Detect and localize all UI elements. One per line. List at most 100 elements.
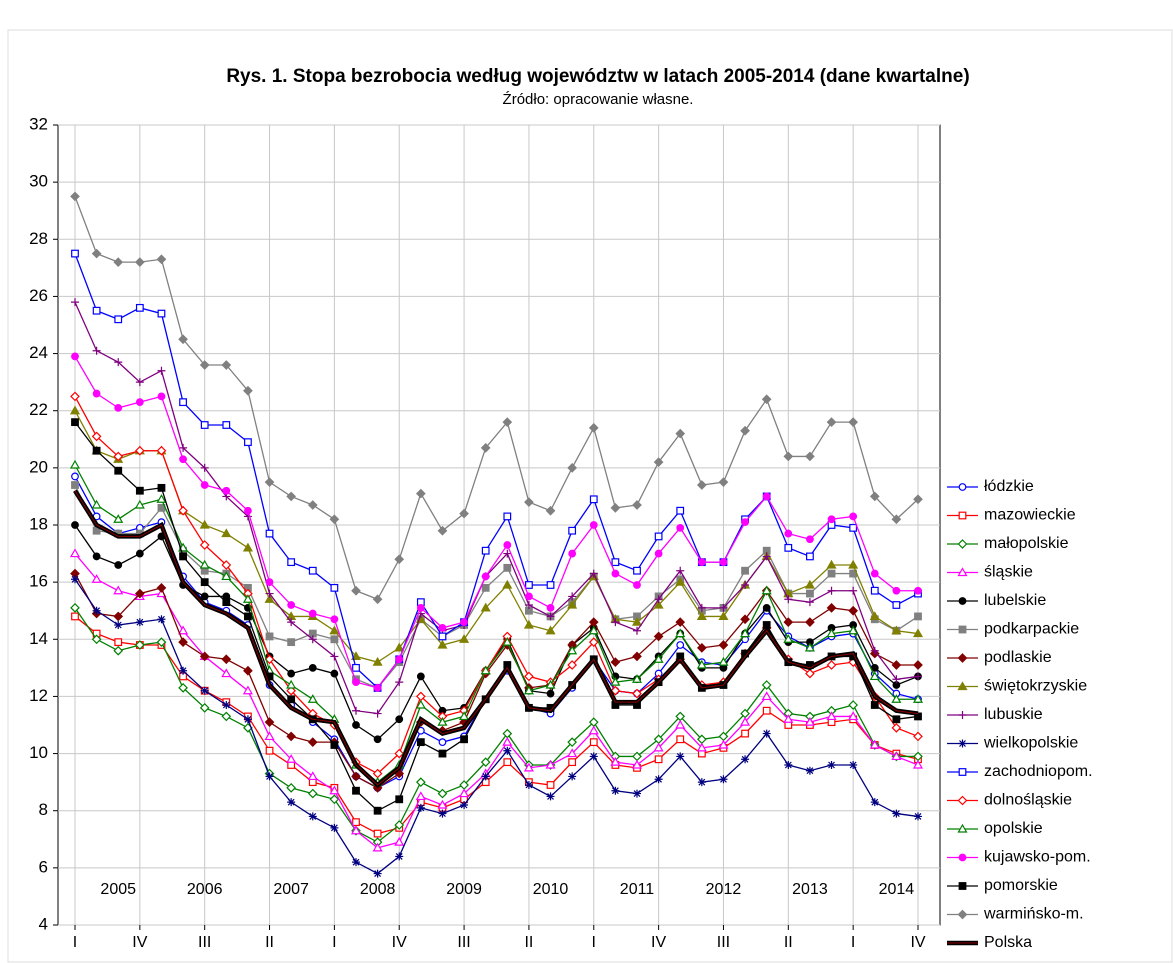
marker [696,480,707,490]
marker [415,777,426,787]
x-tick-label: IV [392,934,407,951]
marker [438,749,447,758]
marker [914,672,922,681]
legend-label: lubelskie [984,592,1046,609]
marker [870,586,879,595]
marker [567,645,578,655]
x-tick-label: II [524,934,533,951]
marker [525,581,533,589]
marker [395,852,404,861]
marker [394,748,405,759]
marker [957,539,968,549]
marker [697,558,706,567]
marker [330,635,339,644]
line [74,578,919,875]
x-tick-label: I [73,934,77,951]
marker [891,514,902,525]
marker [352,818,360,827]
marker [719,603,728,612]
marker [114,466,123,475]
marker [157,483,166,492]
series [71,249,922,692]
marker [957,567,968,577]
legend-label: dolnośląskie [984,792,1072,809]
legend-item: śląskie [947,564,1033,581]
marker [762,729,771,738]
legend-item: wielkopolskie [947,735,1078,752]
marker [437,788,448,799]
marker [675,628,686,638]
marker [958,625,967,634]
marker [675,576,686,586]
marker [761,691,772,701]
marker [134,640,145,650]
marker [718,739,729,749]
marker [567,748,578,758]
legend-item: łódzkie [947,478,1034,495]
marker [740,425,750,436]
marker [265,746,274,755]
marker [568,526,577,535]
marker [958,853,967,862]
marker [134,499,145,509]
year-label: 2006 [187,881,223,898]
marker [244,438,252,447]
marker [805,451,815,462]
marker [805,668,815,679]
marker [221,528,232,538]
marker [827,515,836,524]
marker [373,709,382,718]
marker [264,731,275,741]
marker [351,585,361,596]
marker [92,389,101,398]
marker [352,858,360,867]
y-tick-label: 18 [29,514,48,533]
marker [113,611,124,622]
chart-subtitle: Źródło: opracowanie własne. [503,91,694,108]
marker [71,418,79,427]
marker [200,463,209,472]
x-tick-label: I [851,934,855,951]
marker [567,660,578,670]
marker [891,625,902,635]
marker [114,621,123,629]
marker [330,823,339,832]
x-tick-label: I [332,934,336,951]
marker [71,612,79,621]
marker [848,605,859,616]
marker [697,778,706,787]
marker [914,586,922,595]
marker [330,615,339,624]
series [69,459,924,786]
marker [264,594,275,603]
marker [352,786,360,795]
marker [264,477,275,487]
marker [523,762,534,772]
marker [524,671,534,682]
marker [741,566,749,575]
marker [741,518,749,527]
y-tick-label: 22 [29,400,48,419]
y-tick-label: 30 [29,172,48,191]
marker [826,559,837,569]
marker [481,772,490,781]
marker [179,666,188,675]
series [71,612,922,838]
legend-item: kujawsko-pom. [947,849,1091,866]
marker [804,642,815,652]
marker [676,566,685,575]
marker [243,385,253,396]
marker [545,505,556,516]
marker [329,514,340,525]
line [74,196,919,601]
marker [503,746,512,755]
marker [784,595,793,604]
marker [912,759,924,769]
line [74,484,919,689]
marker [373,869,382,878]
marker [71,521,79,529]
marker [222,701,231,709]
marker [91,499,102,509]
marker [373,735,382,744]
